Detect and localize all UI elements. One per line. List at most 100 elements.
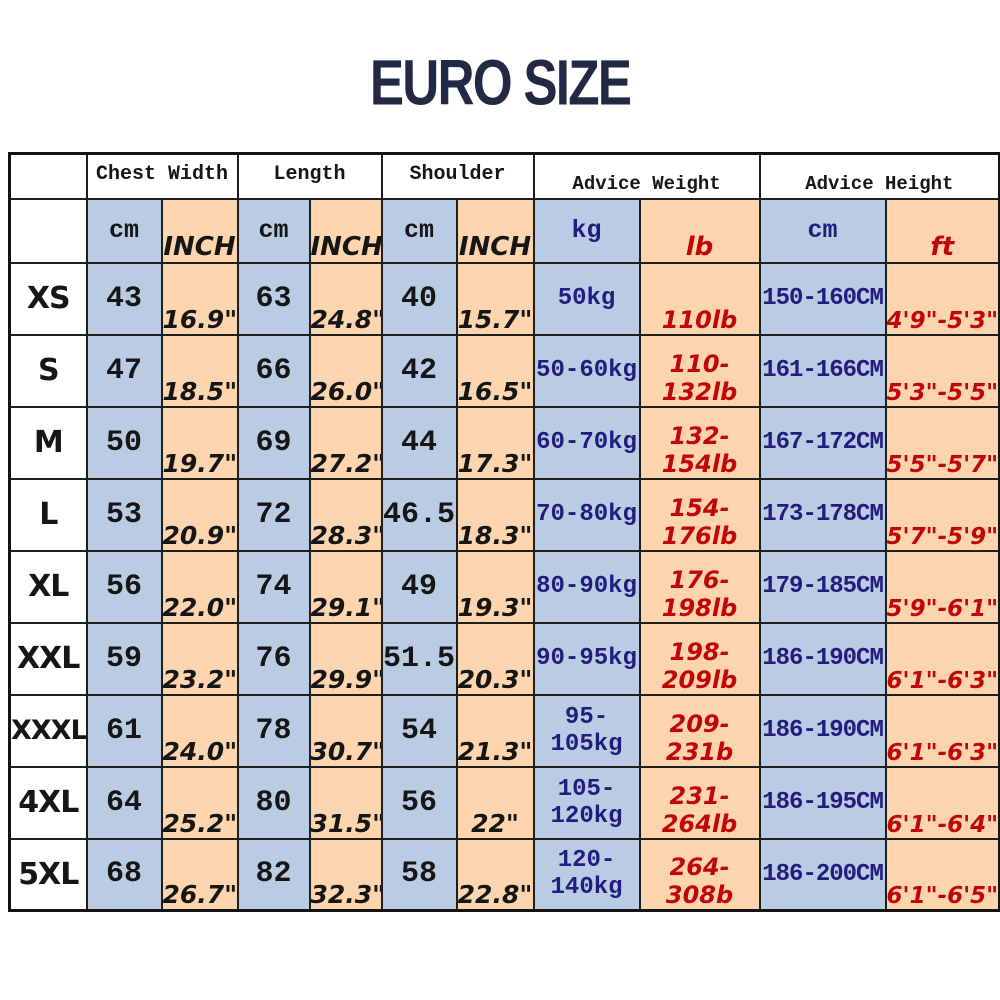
chest-cm-value: 68 (85, 837, 163, 912)
height-cm-value: 179-185CM (758, 549, 887, 624)
shoulder-cm-value: 56 (380, 765, 458, 840)
weight-lb-value: 264-308b (638, 837, 761, 912)
height-ft-value: 6'1"-6'5" (884, 837, 1000, 912)
corner-cell (8, 152, 88, 200)
length-inch-value: 29.1" (308, 549, 383, 624)
size-label: XXL (8, 621, 88, 696)
table-row-5xl: 5XL 68 26.7" 82 32.3" 58 22.8" 120-140kg… (8, 837, 1000, 912)
chest-inch-value: 22.0" (160, 549, 239, 624)
chest-cm-value: 61 (85, 693, 163, 768)
chest-cm-value: 50 (85, 405, 163, 480)
table-row-4xl: 4XL 64 25.2" 80 31.5" 56 22" 105-120kg 2… (8, 765, 1000, 840)
group-header-row: Chest Width Length Shoulder Advice Weigh… (8, 152, 1000, 200)
chest-cm-value: 64 (85, 765, 163, 840)
height-ft-value: 4'9"-5'3" (884, 261, 1000, 336)
height-cm-value: 186-190CM (758, 693, 887, 768)
size-label: S (8, 333, 88, 408)
weight-lb-value: 176-198lb (638, 549, 761, 624)
chest-cm-value: 53 (85, 477, 163, 552)
shoulder-inch-value: 21.3" (455, 693, 535, 768)
shoulder-cm-value: 44 (380, 405, 458, 480)
group-header-advice-weight: Advice Weight (532, 152, 761, 200)
weight-lb-value: 231-264lb (638, 765, 761, 840)
height-cm-value: 167-172CM (758, 405, 887, 480)
shoulder-inch-value: 18.3" (455, 477, 535, 552)
length-cm-value: 76 (236, 621, 311, 696)
table-row-m: M 50 19.7" 69 27.2" 44 17.3" 60-70kg 132… (8, 405, 1000, 480)
chest-inch-value: 24.0" (160, 693, 239, 768)
size-label: 5XL (8, 837, 88, 912)
table-row-s: S 47 18.5" 66 26.0" 42 16.5" 50-60kg 110… (8, 333, 1000, 408)
unit-weight-lb: lb (638, 197, 761, 264)
weight-kg-value: 80-90kg (532, 549, 641, 624)
size-label: L (8, 477, 88, 552)
unit-length-inch: INCH (308, 197, 383, 264)
unit-height-ft: ft (884, 197, 1000, 264)
size-label: 4XL (8, 765, 88, 840)
weight-lb-value: 209-231b (638, 693, 761, 768)
weight-lb-value: 198-209lb (638, 621, 761, 696)
shoulder-cm-value: 46.5 (380, 477, 458, 552)
shoulder-cm-value: 58 (380, 837, 458, 912)
height-ft-value: 6'1"-6'4" (884, 765, 1000, 840)
length-cm-value: 74 (236, 549, 311, 624)
shoulder-cm-value: 51.5 (380, 621, 458, 696)
shoulder-inch-value: 16.5" (455, 333, 535, 408)
length-inch-value: 28.3" (308, 477, 383, 552)
height-cm-value: 186-190CM (758, 621, 887, 696)
length-cm-value: 82 (236, 837, 311, 912)
length-cm-value: 72 (236, 477, 311, 552)
height-ft-value: 5'3"-5'5" (884, 333, 1000, 408)
group-header-advice-height: Advice Height (758, 152, 1000, 200)
shoulder-cm-value: 49 (380, 549, 458, 624)
length-inch-value: 31.5" (308, 765, 383, 840)
table-body: XS 43 16.9" 63 24.8" 40 15.7" 50kg 110lb… (8, 261, 1000, 912)
chest-cm-value: 56 (85, 549, 163, 624)
table-row-xxl: XXL 59 23.2" 76 29.9" 51.5 20.3" 90-95kg… (8, 621, 1000, 696)
chest-inch-value: 20.9" (160, 477, 239, 552)
height-ft-value: 5'5"-5'7" (884, 405, 1000, 480)
height-cm-value: 150-160CM (758, 261, 887, 336)
unit-weight-kg: kg (532, 197, 641, 264)
table-header: Chest Width Length Shoulder Advice Weigh… (8, 152, 1000, 264)
weight-kg-value: 95-105kg (532, 693, 641, 768)
unit-chest-cm: cm (85, 197, 163, 264)
group-header-shoulder: Shoulder (380, 152, 535, 200)
weight-lb-value: 132-154lb (638, 405, 761, 480)
length-cm-value: 80 (236, 765, 311, 840)
unit-chest-inch: INCH (160, 197, 239, 264)
chest-inch-value: 19.7" (160, 405, 239, 480)
height-cm-value: 173-178CM (758, 477, 887, 552)
length-inch-value: 27.2" (308, 405, 383, 480)
shoulder-inch-value: 22" (455, 765, 535, 840)
size-label: M (8, 405, 88, 480)
shoulder-cm-value: 40 (380, 261, 458, 336)
height-ft-value: 6'1"-6'3" (884, 693, 1000, 768)
unit-shoulder-inch: INCH (455, 197, 535, 264)
table-row-l: L 53 20.9" 72 28.3" 46.5 18.3" 70-80kg 1… (8, 477, 1000, 552)
weight-lb-value: 154-176lb (638, 477, 761, 552)
chest-inch-value: 18.5" (160, 333, 239, 408)
table-row-xl: XL 56 22.0" 74 29.1" 49 19.3" 80-90kg 17… (8, 549, 1000, 624)
chest-inch-value: 26.7" (160, 837, 239, 912)
unit-height-cm: cm (758, 197, 887, 264)
weight-kg-value: 105-120kg (532, 765, 641, 840)
length-inch-value: 32.3" (308, 837, 383, 912)
table-row-xxxl: XXXL 61 24.0" 78 30.7" 54 21.3" 95-105kg… (8, 693, 1000, 768)
weight-kg-value: 90-95kg (532, 621, 641, 696)
weight-lb-value: 110-132lb (638, 333, 761, 408)
shoulder-inch-value: 22.8" (455, 837, 535, 912)
height-ft-value: 6'1"-6'3" (884, 621, 1000, 696)
shoulder-inch-value: 20.3" (455, 621, 535, 696)
shoulder-cm-value: 54 (380, 693, 458, 768)
shoulder-inch-value: 17.3" (455, 405, 535, 480)
unit-shoulder-cm: cm (380, 197, 458, 264)
chest-inch-value: 25.2" (160, 765, 239, 840)
chest-inch-value: 16.9" (160, 261, 239, 336)
weight-kg-value: 120-140kg (532, 837, 641, 912)
unit-length-cm: cm (236, 197, 311, 264)
length-cm-value: 66 (236, 333, 311, 408)
size-chart-table: Chest Width Length Shoulder Advice Weigh… (8, 152, 1000, 912)
weight-kg-value: 50kg (532, 261, 641, 336)
